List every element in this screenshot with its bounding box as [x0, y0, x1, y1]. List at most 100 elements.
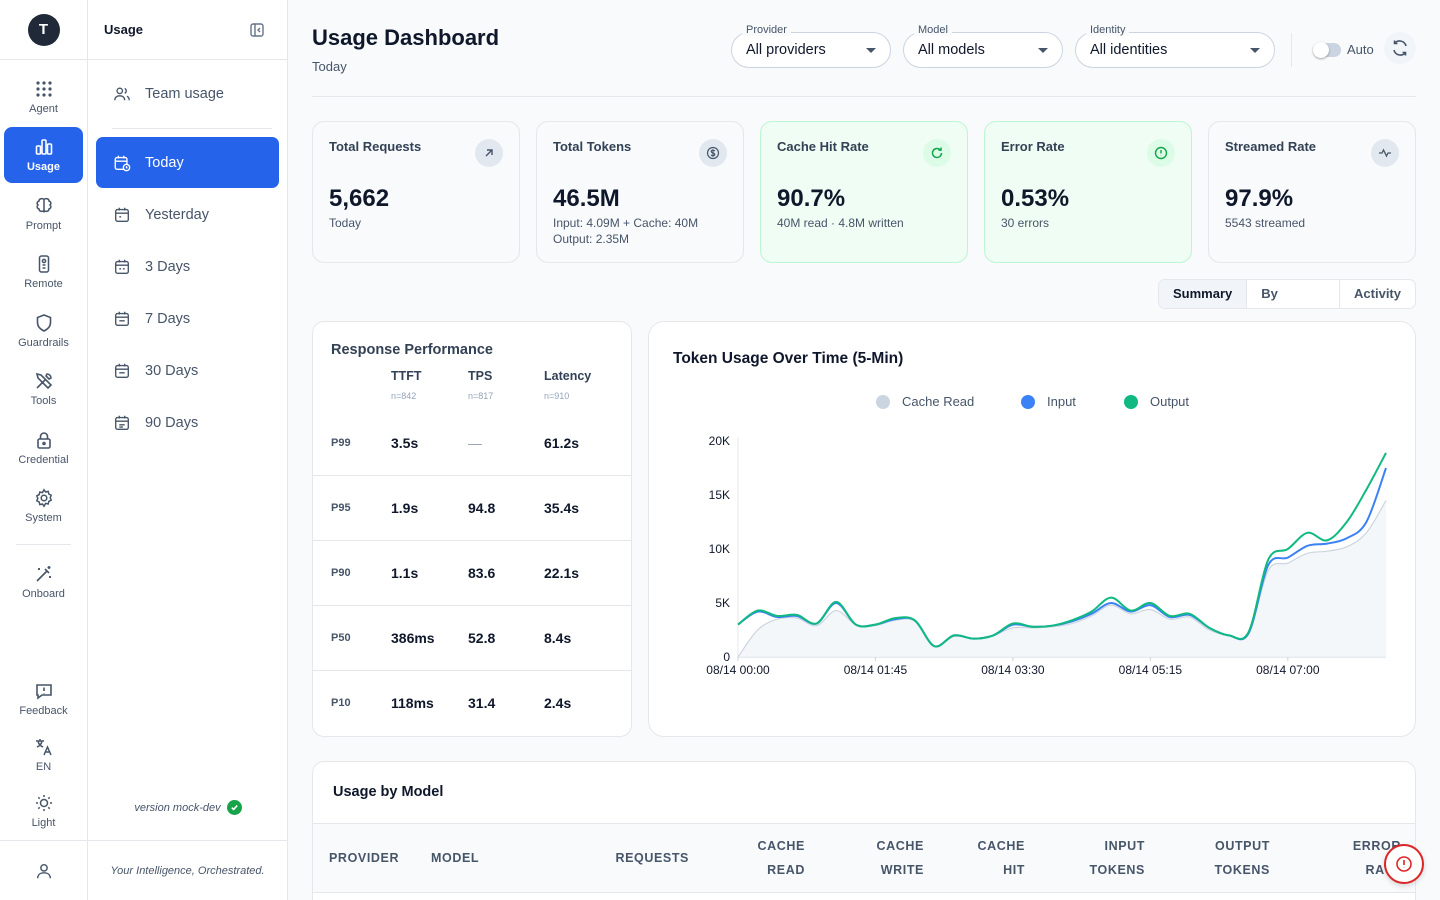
- ttft-value: 3.5s: [391, 434, 419, 451]
- page-title: Usage Dashboard: [312, 25, 500, 50]
- y-tick-label: 15K: [709, 488, 730, 502]
- rail-item-prompt[interactable]: Prompt: [4, 186, 83, 242]
- rail-item-tools[interactable]: Tools: [4, 361, 83, 417]
- arrow-up-right-icon: [475, 139, 503, 167]
- user-menu[interactable]: [0, 840, 87, 900]
- legend-item-output[interactable]: Output: [1124, 394, 1189, 409]
- refresh-icon: [923, 139, 951, 167]
- rail-label: Credential: [18, 454, 69, 466]
- users-icon: [114, 86, 130, 100]
- refresh-icon: [1393, 40, 1407, 56]
- subnav-label: Team usage: [145, 85, 224, 102]
- activity-icon: [1371, 139, 1399, 167]
- rail-item-language[interactable]: EN: [4, 727, 83, 783]
- shield-icon: [36, 314, 51, 332]
- column-header-line: TOKENS: [1214, 863, 1270, 877]
- subnav-title: Usage: [104, 22, 144, 37]
- auto-refresh-toggle[interactable]: [1313, 42, 1341, 58]
- subnav-header: Usage: [88, 0, 287, 60]
- legend-item-cache-read[interactable]: Cache Read: [876, 394, 974, 409]
- subnav-label: 90 Days: [145, 414, 199, 431]
- legend-label: Cache Read: [902, 394, 975, 409]
- gear-icon: [35, 488, 52, 508]
- rail-label: System: [25, 512, 62, 524]
- collapse-sidebar-icon[interactable]: [249, 22, 265, 38]
- y-tick-label: 0: [723, 650, 730, 664]
- subnav-item-3-days[interactable]: 3 Days: [96, 241, 279, 292]
- legend-swatch: [1021, 394, 1035, 409]
- tab-by-request[interactable]: By Request: [1247, 280, 1341, 308]
- alert-circle-icon: [1147, 139, 1175, 167]
- sun-icon: [35, 795, 52, 811]
- subnav-item-yesterday[interactable]: Yesterday: [96, 189, 279, 240]
- model-select[interactable]: Model All models: [903, 24, 1063, 68]
- column-header-output-tokens[interactable]: OUTPUT TOKENS: [1215, 834, 1270, 882]
- column-header-requests[interactable]: REQUESTS: [615, 846, 689, 870]
- card-sub: 5543 streamed: [1225, 215, 1305, 231]
- rail-item-onboard[interactable]: Onboard: [4, 554, 83, 610]
- rail-item-guardrails[interactable]: Guardrails: [4, 303, 83, 359]
- rail-item-usage[interactable]: Usage: [4, 127, 83, 183]
- table-row: P90 1.1s 83.6 22.1s: [313, 540, 631, 605]
- x-tick-label: 08/14 00:00: [706, 663, 770, 677]
- column-header-cache-write[interactable]: CACHE WRITE: [877, 834, 924, 882]
- subnav-item-30-days[interactable]: 30 Days: [96, 345, 279, 396]
- rail-item-theme[interactable]: Light: [4, 783, 83, 839]
- x-tick-label: 08/14 01:45: [844, 663, 908, 677]
- subnav-item-team-usage[interactable]: Team usage: [96, 68, 279, 119]
- bar-chart-icon: [35, 139, 52, 155]
- legend-label: Input: [1047, 394, 1076, 409]
- rail-item-system[interactable]: System: [4, 478, 83, 534]
- user-icon: [36, 863, 51, 878]
- sample-count: n=910: [544, 391, 570, 401]
- column-header-cache-hit[interactable]: CACHE HIT: [978, 834, 1025, 882]
- legend-item-input[interactable]: Input: [1021, 394, 1076, 409]
- caret-down-icon: [1250, 47, 1260, 53]
- y-tick-label: 20K: [709, 434, 730, 448]
- tab-summary[interactable]: Summary: [1159, 280, 1248, 308]
- column-header-provider[interactable]: PROVIDER: [329, 846, 399, 870]
- series-area-cache-read: [738, 500, 1386, 657]
- app-logo[interactable]: T: [27, 13, 60, 46]
- refresh-button[interactable]: [1384, 32, 1416, 64]
- stat-card-total-tokens: Total Tokens 46.5M Input: 4.09M + Cache:…: [536, 121, 744, 263]
- provider-select[interactable]: Provider All providers: [731, 24, 891, 68]
- percentile-label: P50: [331, 632, 351, 644]
- rail-label: Tools: [30, 395, 57, 407]
- column-header-line: CACHE: [977, 839, 1025, 853]
- rail-item-credential[interactable]: Credential: [4, 420, 83, 476]
- sample-count: n=817: [468, 391, 494, 401]
- card-value: 0.53%: [1001, 185, 1070, 212]
- chart-title: Token Usage Over Time (5-Min): [673, 350, 904, 367]
- tab-activity[interactable]: Activity: [1354, 286, 1401, 301]
- rail-item-agent[interactable]: Agent: [4, 69, 83, 125]
- error-report-button[interactable]: [1384, 844, 1424, 884]
- stat-card-cache-hit-rate: Cache Hit Rate 90.7% 40M read · 4.8M wri…: [760, 121, 968, 263]
- subnav-item-90-days[interactable]: 90 Days: [96, 397, 279, 448]
- latency-value: 22.1s: [544, 565, 580, 581]
- column-header-model[interactable]: MODEL: [431, 846, 479, 870]
- brain-icon: [35, 197, 52, 213]
- card-sub: 40M read · 4.8M written: [777, 215, 904, 231]
- version-text: version mock-dev: [134, 801, 221, 814]
- subnav-label: Yesterday: [145, 206, 209, 223]
- column-header-line: READ: [767, 863, 805, 877]
- rail-item-remote[interactable]: Remote: [4, 244, 83, 300]
- card-sub-line: 40M read · 4.8M written: [777, 216, 904, 230]
- line-chart: 0 5K 10K 15K 20K 08/14 00:00 08/14 01:45 08/14 …: [706, 434, 1387, 677]
- filter-value: All models: [918, 42, 985, 58]
- subnav-item-today[interactable]: Today: [96, 137, 279, 188]
- usage-by-model-panel: Usage by Model PROVIDER MODEL REQUESTS C…: [312, 761, 1416, 900]
- series-line-cache-read: [737, 500, 1387, 658]
- rail-item-feedback[interactable]: Feedback: [4, 671, 83, 727]
- calendar-icon: [115, 207, 129, 222]
- identity-select[interactable]: Identity All identities: [1075, 24, 1275, 68]
- filter-value: All providers: [746, 42, 826, 58]
- column-header-cache-read[interactable]: CACHE READ: [758, 834, 805, 882]
- column-header-line: HIT: [1003, 863, 1025, 877]
- x-tick-label: 08/14 03:30: [981, 663, 1045, 677]
- subnav-item-7-days[interactable]: 7 Days: [96, 293, 279, 344]
- column-header-input-tokens[interactable]: INPUT TOKENS: [1090, 834, 1145, 882]
- card-sub: 30 errors: [1001, 215, 1049, 231]
- card-value: 5,662: [329, 185, 390, 212]
